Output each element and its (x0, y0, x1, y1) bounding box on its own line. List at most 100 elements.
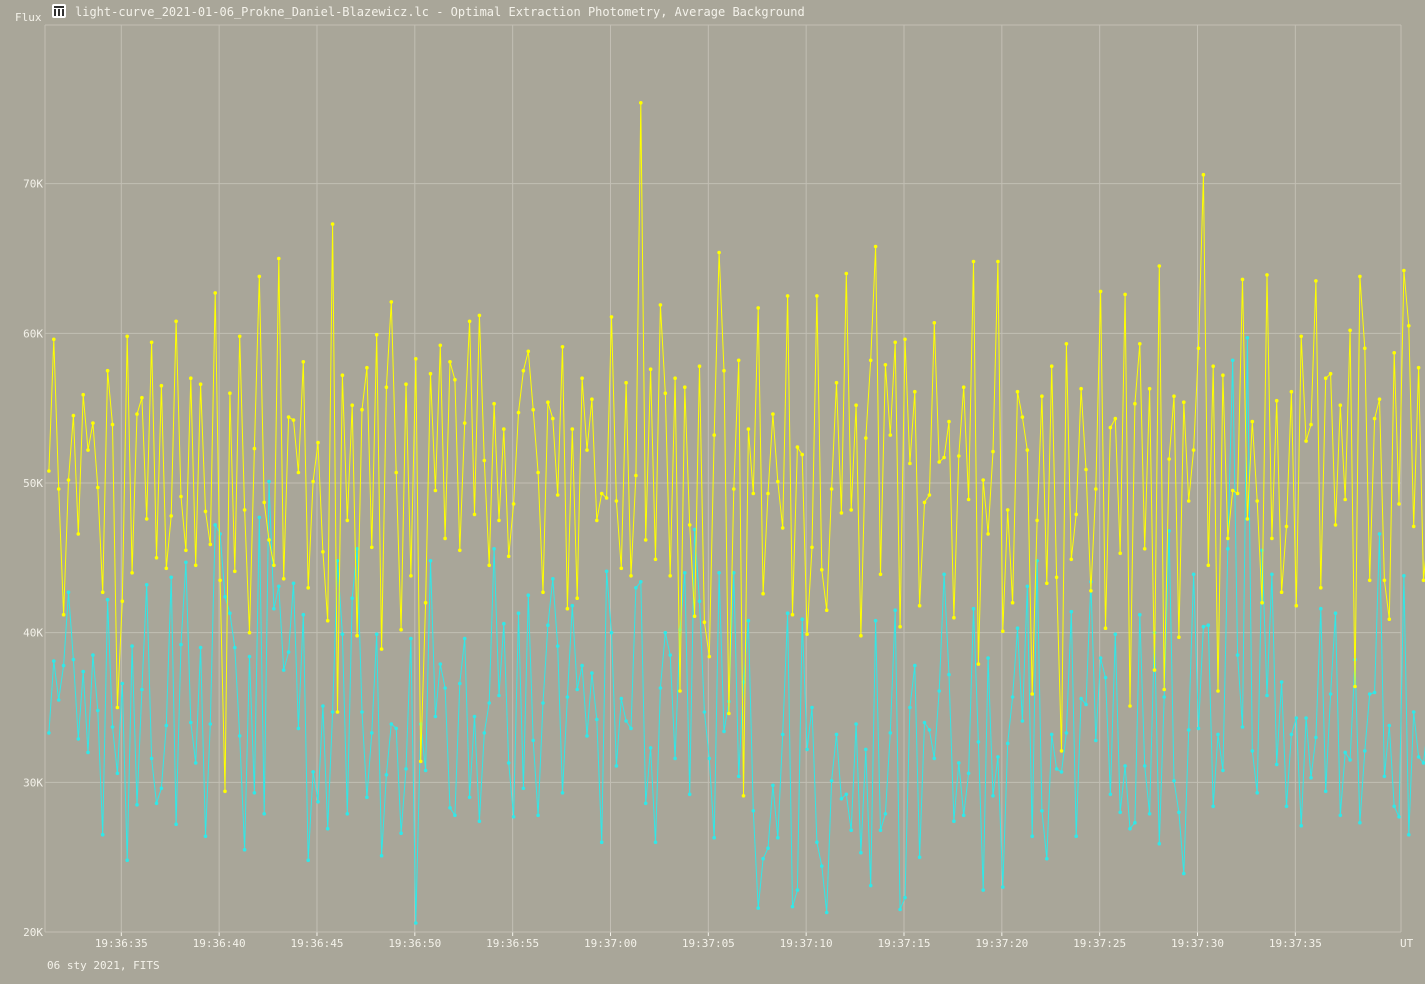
data-point (497, 518, 501, 523)
data-point (52, 337, 56, 342)
data-point (1094, 487, 1098, 491)
data-point (1157, 841, 1162, 846)
data-point (653, 557, 658, 562)
data-point (81, 392, 85, 397)
data-point (1196, 726, 1201, 731)
data-point (1113, 416, 1118, 421)
data-point (952, 615, 956, 620)
data-point (325, 618, 330, 623)
x-tick-label: 19:37:35 (1269, 937, 1322, 950)
data-point (555, 644, 560, 648)
data-point (179, 494, 183, 499)
data-point (1226, 536, 1230, 541)
data-point (565, 695, 570, 699)
data-point (800, 617, 804, 621)
data-point (1255, 791, 1259, 795)
data-point (306, 586, 311, 590)
data-point (252, 791, 257, 795)
data-point (722, 368, 726, 373)
data-point (1020, 415, 1025, 419)
data-point (805, 632, 809, 636)
data-point (1348, 328, 1352, 333)
data-point (761, 591, 765, 596)
data-point (321, 550, 325, 554)
data-point (1103, 675, 1108, 680)
data-point (1323, 789, 1328, 794)
data-point (1397, 815, 1401, 819)
data-point (1020, 719, 1025, 723)
data-point (707, 654, 712, 659)
data-point (233, 645, 237, 650)
data-point (1059, 749, 1064, 753)
data-point (971, 259, 976, 264)
data-point (1402, 574, 1406, 578)
data-point (374, 632, 379, 636)
data-point (1098, 656, 1103, 660)
data-point (1235, 491, 1240, 496)
data-point (1074, 512, 1078, 517)
data-point (541, 590, 545, 594)
data-point (223, 594, 227, 599)
data-point (242, 847, 247, 852)
data-point (595, 717, 599, 722)
data-point (683, 571, 687, 575)
data-point (1265, 693, 1269, 698)
data-point (228, 611, 232, 615)
data-point (565, 606, 570, 611)
data-point (736, 774, 741, 779)
data-point (1294, 603, 1299, 608)
data-point (1010, 695, 1015, 699)
data-point (947, 672, 951, 677)
data-point (1191, 572, 1196, 577)
data-point (790, 612, 795, 617)
data-point (105, 368, 110, 373)
series-target-flux (47, 101, 1425, 798)
data-point (443, 536, 447, 541)
data-point (169, 514, 173, 518)
data-point (551, 577, 555, 581)
tick-labels: 20K 30K 40K 50K 60K 70K 19:36:35 19:36:40 19:36:… (23, 178, 1322, 950)
data-point (1186, 499, 1191, 503)
data-point (1309, 776, 1313, 780)
data-point (1377, 397, 1382, 402)
status-footer: 06 sty 2021, FITS (47, 959, 160, 972)
data-point (301, 360, 306, 364)
data-point (365, 365, 369, 370)
data-point (345, 518, 350, 523)
x-tick-label: 19:37:00 (584, 937, 637, 950)
data-point (179, 642, 183, 647)
data-point (692, 614, 697, 618)
data-point (590, 397, 594, 402)
data-point (609, 315, 614, 319)
data-point (140, 395, 144, 400)
data-point (140, 687, 144, 692)
data-point (1343, 497, 1347, 502)
data-point (1074, 834, 1078, 838)
data-point (756, 306, 760, 310)
data-point (634, 473, 638, 478)
data-point (335, 559, 340, 563)
data-point (1240, 725, 1245, 729)
data-point (927, 728, 932, 732)
data-point (428, 559, 433, 563)
data-point (1411, 524, 1416, 529)
data-point (272, 563, 276, 568)
data-point (1328, 371, 1333, 376)
data-point (1372, 416, 1377, 421)
data-point (1162, 695, 1166, 699)
x-tick-label: 19:37:05 (682, 937, 735, 950)
data-point (1138, 612, 1142, 617)
data-point (639, 101, 643, 105)
data-point (824, 910, 829, 915)
data-point (1108, 425, 1113, 430)
data-point (1045, 856, 1049, 861)
data-point (159, 383, 164, 388)
data-point (1333, 611, 1338, 615)
data-point (683, 385, 687, 390)
data-point (110, 725, 115, 729)
data-point (629, 574, 633, 578)
data-point (267, 479, 271, 484)
data-point (1182, 400, 1186, 405)
photometry-app-icon[interactable] (52, 4, 66, 18)
